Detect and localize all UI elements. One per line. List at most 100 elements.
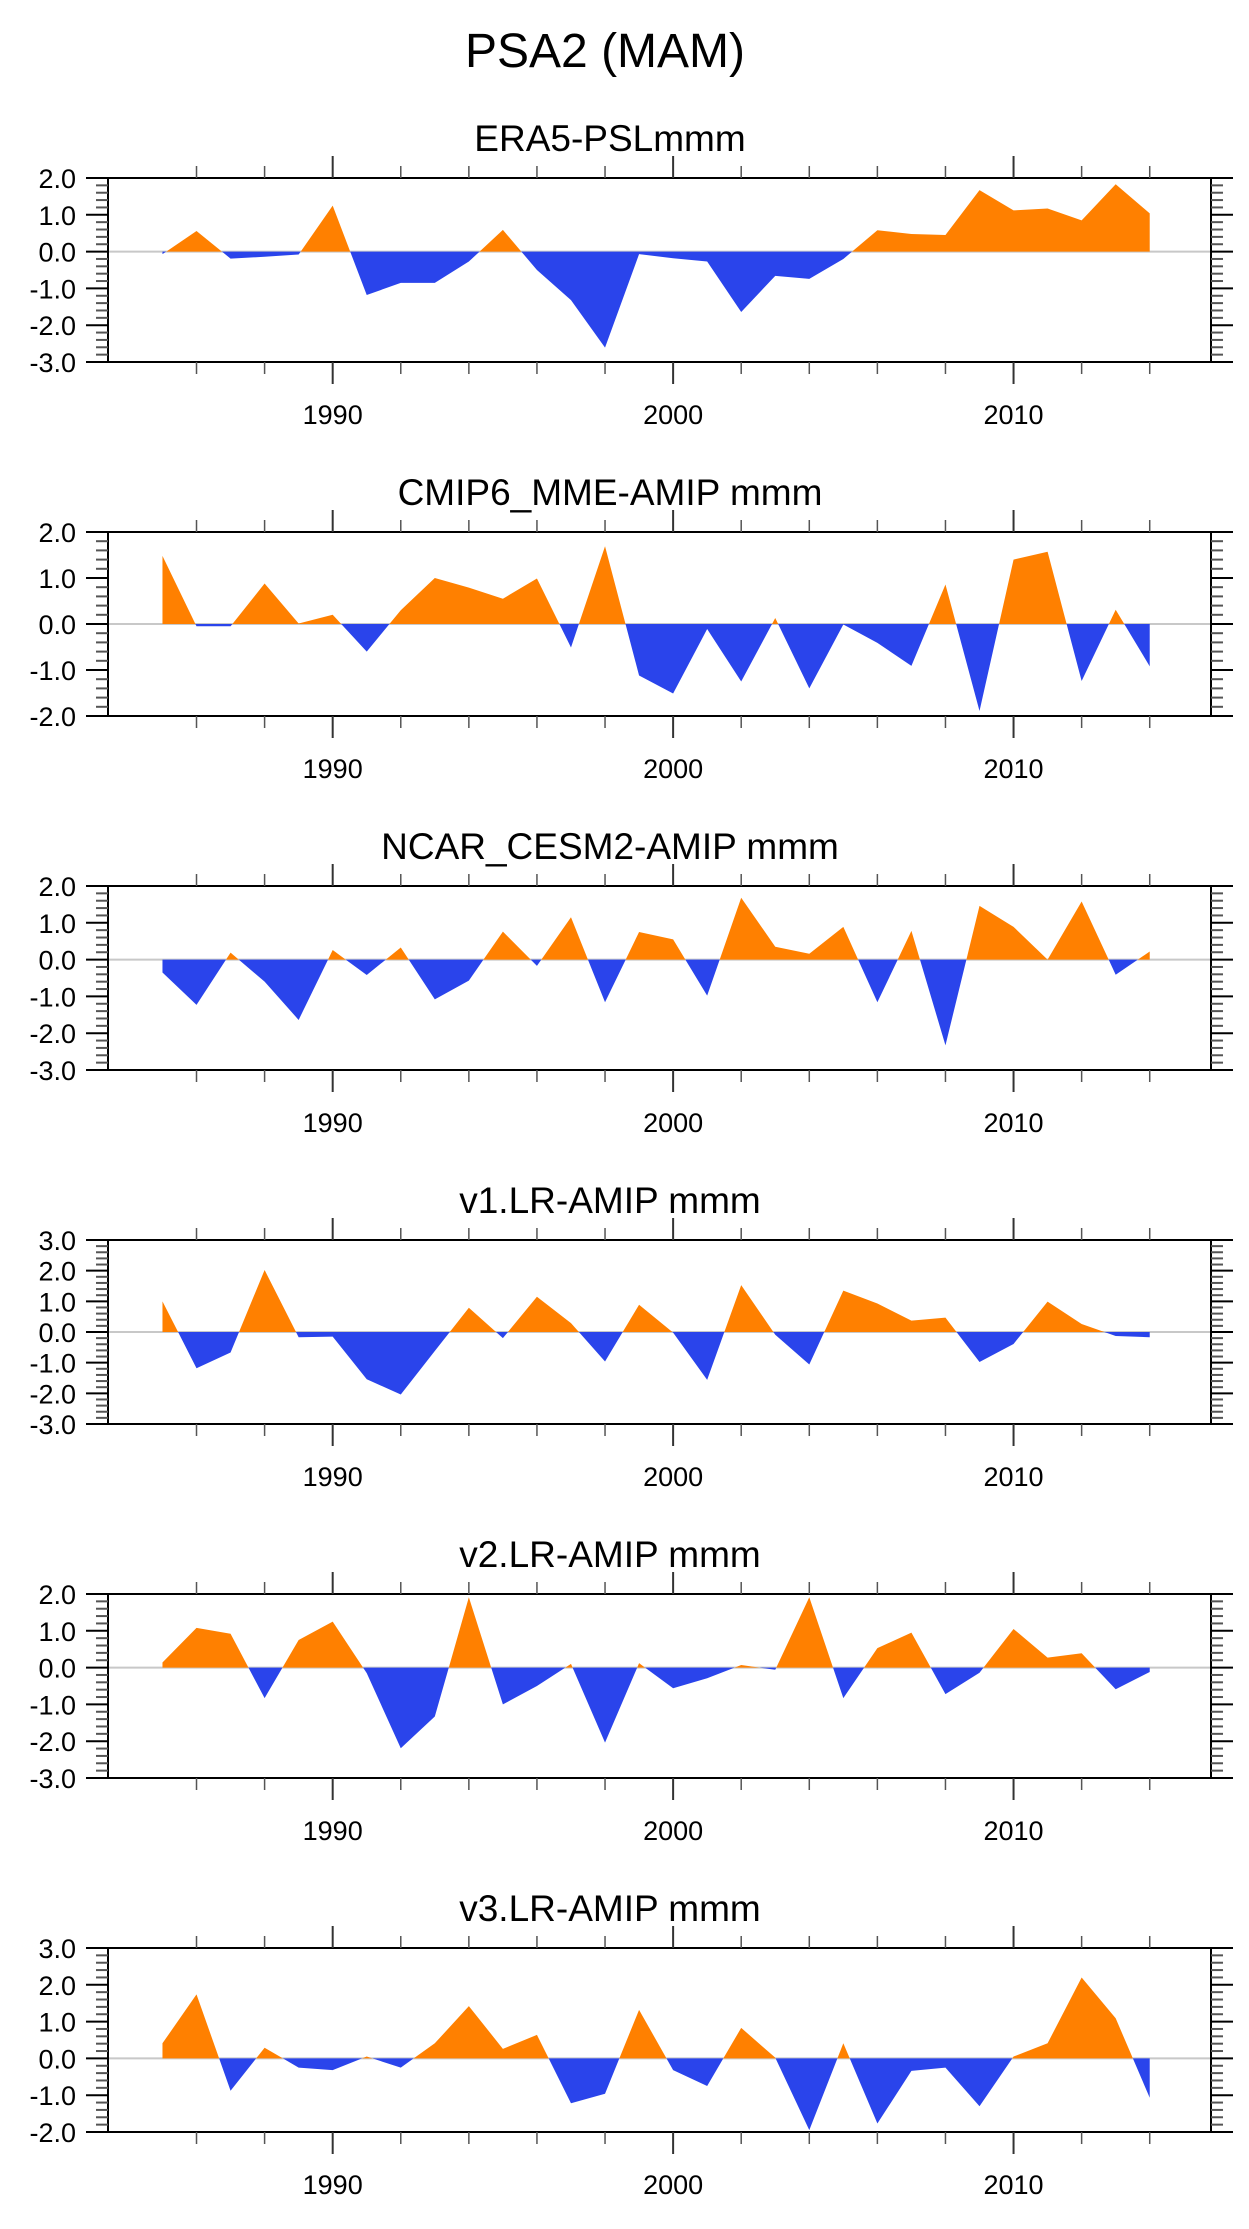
- data-point: [910, 2069, 913, 2072]
- data-point: [978, 2105, 981, 2108]
- data-point: [569, 646, 572, 649]
- data-point: [638, 674, 641, 677]
- data-point: [808, 277, 811, 280]
- data-point: [229, 625, 232, 628]
- data-point: [638, 2008, 641, 2011]
- data-point: [672, 938, 675, 941]
- data-point: [944, 1693, 947, 1696]
- data-point: [433, 281, 436, 284]
- data-point: [876, 1647, 879, 1650]
- data-point: [842, 925, 845, 928]
- data-point: [740, 2026, 743, 2029]
- main-title: PSA2 (MAM): [465, 25, 745, 78]
- data-point: [944, 2066, 947, 2069]
- data-point: [944, 1044, 947, 1047]
- data-point: [1080, 900, 1083, 903]
- data-point: [672, 1331, 675, 1334]
- data-point: [263, 582, 266, 585]
- x-tick-label: 1990: [303, 1816, 363, 1846]
- data-point: [1114, 1334, 1117, 1337]
- x-tick-label: 2000: [643, 400, 703, 430]
- y-tick-label: 1.0: [38, 564, 76, 594]
- data-point: [433, 577, 436, 580]
- data-point: [229, 1351, 232, 1354]
- y-tick-label: -3.0: [29, 1764, 76, 1794]
- data-point: [706, 994, 709, 997]
- data-point: [297, 253, 300, 256]
- y-tick-label: -3.0: [29, 1410, 76, 1440]
- data-point: [1046, 2042, 1049, 2045]
- data-point: [569, 2102, 572, 2105]
- data-point: [467, 1596, 470, 1599]
- data-point: [604, 1360, 607, 1363]
- y-tick-label: 2.0: [38, 518, 76, 548]
- data-point: [808, 1596, 811, 1599]
- data-point: [1148, 2096, 1151, 2099]
- x-tick-label: 1990: [303, 1462, 363, 1492]
- negative-anomaly-fill: [162, 251, 1150, 348]
- data-point: [501, 228, 504, 231]
- x-tick-label: 2010: [984, 2170, 1044, 2200]
- data-point: [1012, 1627, 1015, 1630]
- data-point: [331, 1620, 334, 1623]
- data-point: [638, 253, 641, 256]
- negative-anomaly-fill: [162, 1667, 1150, 1749]
- y-tick-label: 1.0: [38, 1617, 76, 1647]
- data-point: [365, 2055, 368, 2058]
- data-point: [774, 945, 777, 948]
- data-point: [638, 931, 641, 934]
- data-point: [910, 1319, 913, 1322]
- data-point: [672, 1687, 675, 1690]
- data-point: [876, 229, 879, 232]
- data-point: [1148, 1336, 1151, 1339]
- panel-title: ERA5-PSLmmm: [474, 118, 745, 159]
- data-point: [229, 951, 232, 954]
- data-point: [604, 1741, 607, 1744]
- data-point: [195, 1993, 198, 1996]
- data-point: [1046, 958, 1049, 961]
- positive-anomaly-fill: [162, 897, 1150, 960]
- x-tick-label: 2000: [643, 1462, 703, 1492]
- data-point: [808, 687, 811, 690]
- data-point: [978, 189, 981, 192]
- data-point: [161, 1661, 164, 1664]
- data-point: [604, 346, 607, 349]
- data-point: [535, 1295, 538, 1298]
- y-tick-label: -2.0: [29, 311, 76, 341]
- data-point: [910, 929, 913, 932]
- data-point: [1148, 665, 1151, 668]
- data-point: [706, 2085, 709, 2088]
- data-point: [535, 964, 538, 967]
- data-point: [399, 946, 402, 949]
- data-point: [331, 2069, 334, 2072]
- data-point: [161, 971, 164, 974]
- data-point: [399, 281, 402, 284]
- panel-6: v3.LR-AMIP mmm 3.0 2.0 1.0 0.0 -1.0 -2.0 1990 20…: [29, 1888, 1233, 2200]
- data-point: [774, 2056, 777, 2059]
- data-point: [1080, 680, 1083, 683]
- data-point: [263, 255, 266, 258]
- data-point: [876, 1302, 879, 1305]
- data-point: [876, 641, 879, 644]
- data-point: [297, 622, 300, 625]
- data-point: [944, 1316, 947, 1319]
- positive-anomaly-fill: [162, 1597, 1150, 1668]
- data-point: [263, 1697, 266, 1700]
- negative-anomaly-fill: [162, 2058, 1150, 2131]
- x-tick-label: 2010: [984, 1816, 1044, 1846]
- data-point: [740, 1664, 743, 1667]
- y-tick-label: 3.0: [38, 1934, 76, 1964]
- data-point: [1080, 1652, 1083, 1655]
- y-tick-label: -2.0: [29, 1019, 76, 1049]
- data-point: [876, 1001, 879, 1004]
- y-tick-label: 2.0: [38, 1580, 76, 1610]
- x-tick-label: 2010: [984, 1108, 1044, 1138]
- data-point: [161, 2042, 164, 2045]
- data-point: [1046, 207, 1049, 210]
- data-point: [161, 554, 164, 557]
- y-tick-label: 2.0: [38, 1257, 76, 1287]
- data-point: [399, 2066, 402, 2069]
- y-tick-label: -2.0: [29, 1727, 76, 1757]
- panel-title: v1.LR-AMIP mmm: [459, 1180, 761, 1221]
- y-tick-label: -1.0: [29, 1690, 76, 1720]
